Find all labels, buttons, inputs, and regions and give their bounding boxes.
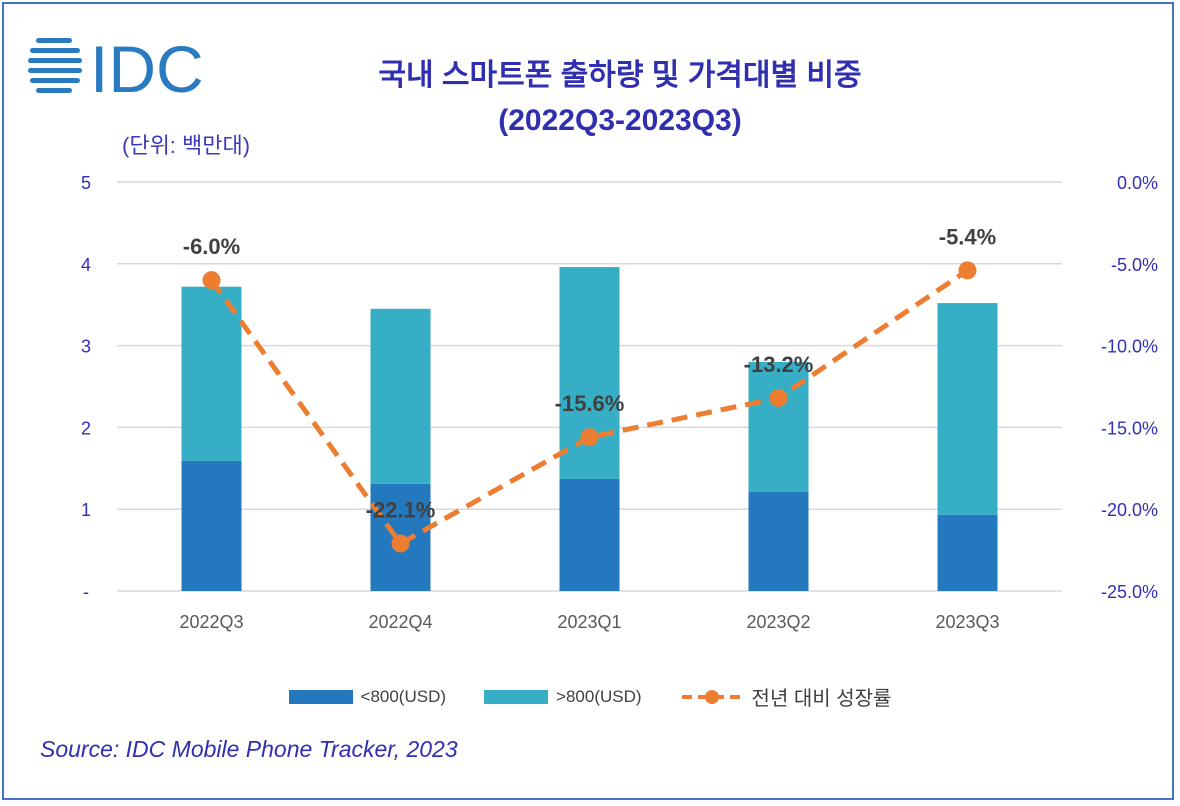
category-label: 2022Q3: [179, 612, 243, 632]
growth-data-label: -13.2%: [744, 352, 814, 377]
left-tick-label: 5: [81, 173, 91, 193]
left-tick-label: 4: [81, 255, 91, 275]
category-label: 2023Q2: [746, 612, 810, 632]
growth-point: [580, 428, 599, 447]
growth-point: [202, 271, 221, 290]
chart-subtitle: (2022Q3-2023Q3): [498, 104, 742, 137]
bar-high: [559, 267, 620, 479]
legend-swatch-low: [288, 689, 353, 704]
legend-label-growth: 전년 대비 성장률: [751, 688, 892, 710]
bar-low: [181, 460, 242, 591]
right-tick-label: -25.0%: [1101, 582, 1158, 602]
growth-point: [769, 388, 788, 407]
bar-low: [748, 492, 809, 591]
category-label: 2023Q3: [935, 612, 999, 632]
growth-data-label: -5.4%: [939, 224, 996, 249]
right-tick-label: -15.0%: [1101, 418, 1158, 438]
left-tick-label: 3: [81, 337, 91, 357]
legend-swatch-growth: [681, 689, 742, 704]
category-label: 2022Q4: [368, 612, 432, 632]
growth-point: [391, 534, 410, 553]
right-tick-label: -10.0%: [1101, 337, 1158, 357]
legend-item-high: >800(USD): [484, 687, 642, 707]
right-tick-label: 0.0%: [1117, 173, 1158, 193]
bar-high: [181, 286, 242, 461]
bar-low: [937, 514, 998, 591]
legend-swatch-high: [484, 689, 549, 704]
right-tick-label: -5.0%: [1111, 255, 1158, 275]
bar-high: [937, 303, 998, 515]
legend-label-low: <800(USD): [360, 686, 447, 706]
right-tick-label: -20.0%: [1101, 500, 1158, 520]
legend-item-low: <800(USD): [288, 686, 447, 707]
chart-title: 국내 스마트폰 출하량 및 가격대별 비중: [378, 59, 862, 92]
growth-data-label: -22.1%: [366, 498, 436, 523]
growth-line: [209, 268, 969, 547]
legend-label-high: >800(USD): [556, 686, 642, 706]
legend: <800(USD) >800(USD) 전년 대비 성장률: [0, 682, 1180, 711]
growth-data-label: -6.0%: [183, 234, 240, 259]
bar-low: [559, 478, 620, 591]
left-tick-label: -: [83, 582, 89, 602]
source-note: Source: IDC Mobile Phone Tracker, 2023: [40, 736, 458, 762]
category-label: 2023Q1: [557, 612, 621, 632]
left-tick-label: 2: [81, 418, 91, 438]
growth-point: [958, 261, 977, 280]
logo-text: IDC: [90, 32, 204, 102]
growth-data-label: -15.6%: [555, 391, 625, 416]
left-tick-label: 1: [81, 500, 91, 520]
legend-item-growth: 전년 대비 성장률: [680, 682, 892, 711]
unit-label: (단위: 백만대): [122, 133, 251, 158]
idc-logo: IDC: [28, 32, 204, 102]
bar-high: [370, 308, 431, 484]
